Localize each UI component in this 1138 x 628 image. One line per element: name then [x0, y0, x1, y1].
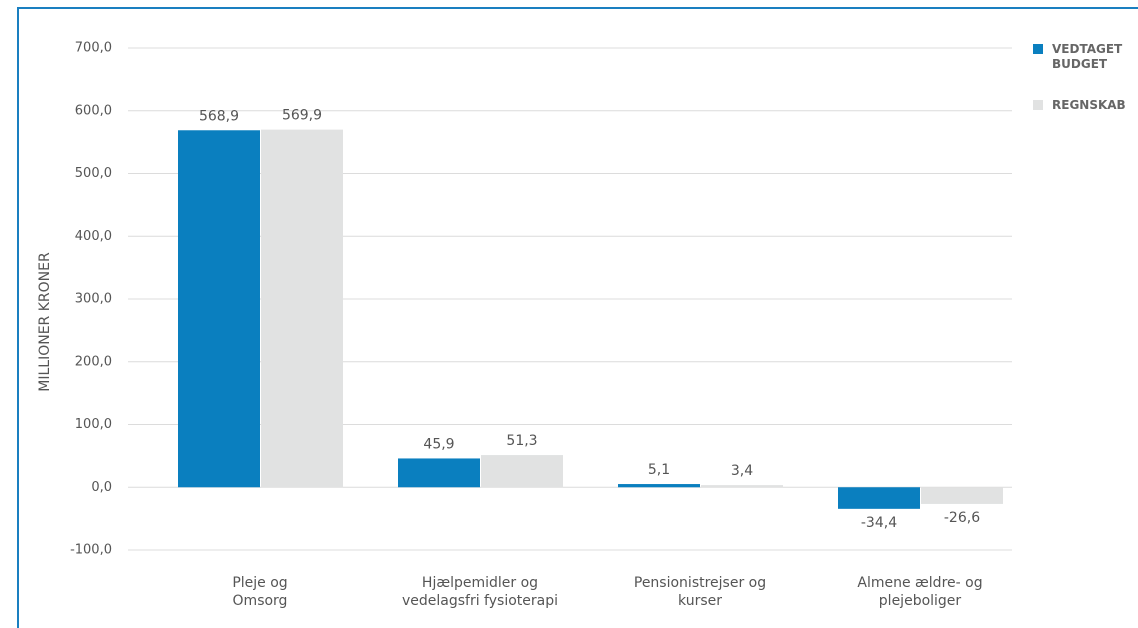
y-tick-label: 300,0	[75, 292, 112, 307]
y-axis-label: MILLIONER KRONER	[37, 252, 53, 392]
legend-swatch	[1033, 44, 1043, 54]
data-label: 45,9	[423, 436, 454, 452]
data-label: 569,9	[282, 108, 322, 124]
y-tick-label: 600,0	[75, 103, 112, 118]
bar	[921, 487, 1003, 504]
x-tick-label: Pleje og Omsorg	[232, 575, 288, 609]
x-tick-label: Hjælpemidler og vedelagsfri fysioterapi	[401, 575, 558, 609]
data-label: -34,4	[861, 515, 897, 531]
bar	[701, 485, 783, 488]
x-tick-label: Almene ældre- og plejeboliger	[857, 575, 983, 609]
data-label: 5,1	[648, 462, 670, 478]
y-tick-label: 100,0	[75, 417, 112, 432]
frame	[17, 7, 1138, 628]
y-tick-label: 500,0	[75, 166, 112, 181]
bar	[261, 129, 343, 488]
bar	[618, 484, 700, 488]
bar	[178, 130, 260, 488]
bar	[481, 455, 563, 488]
legend-label: VEDTAGET BUDGET	[1052, 42, 1123, 71]
bar	[398, 458, 480, 488]
x-tick-label: Pensionistrejser og kurser	[633, 575, 767, 609]
y-tick-label: -100,0	[70, 543, 112, 558]
y-tick-label: 400,0	[75, 229, 112, 244]
data-label: -26,6	[944, 510, 980, 526]
data-label: 568,9	[199, 108, 239, 124]
legend-label: REGNSKAB	[1052, 98, 1126, 112]
bar	[838, 487, 920, 509]
y-tick-label: 200,0	[75, 354, 112, 369]
y-tick-label: 700,0	[75, 41, 112, 56]
data-label: 3,4	[731, 463, 753, 479]
legend-swatch	[1033, 100, 1043, 110]
y-tick-label: 0,0	[91, 480, 112, 495]
data-label: 51,3	[506, 433, 537, 449]
